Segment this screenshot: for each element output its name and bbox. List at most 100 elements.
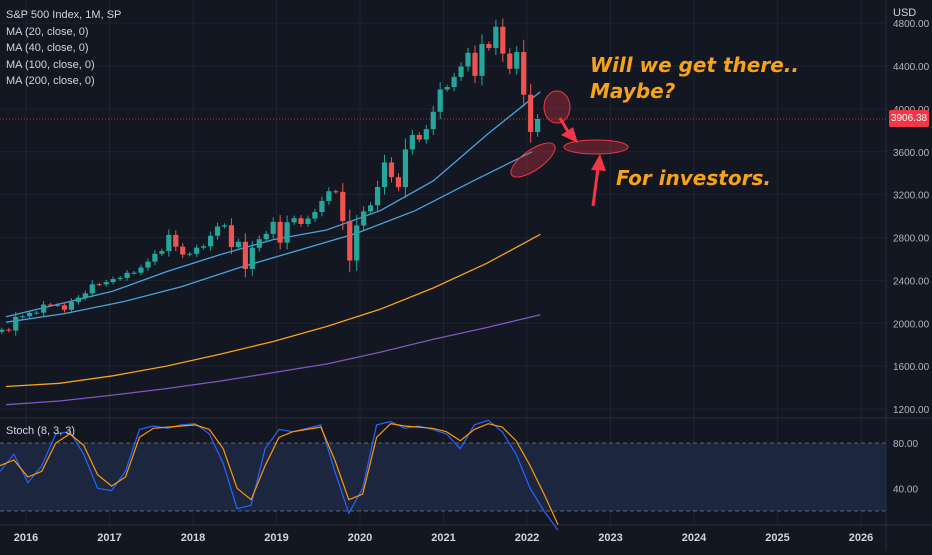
x-tick-label: 2023 [598,532,622,544]
candle-body [6,329,12,331]
candle-body [145,261,151,268]
candle-body [96,284,102,286]
stoch-k-line [0,419,559,531]
candle-body [430,111,436,130]
time-axis[interactable]: 2016 2017 2018 2019 2020 2021 2022 2023 2024 2025… [14,532,873,544]
moving-averages [5,91,541,406]
candle-body [242,241,248,269]
arrow-down-head [561,127,578,143]
candle-body [465,52,471,67]
candle-body [381,162,388,188]
x-tick-label: 2019 [264,532,288,544]
candle-body [221,225,228,227]
y-tick-label: 4800.00 [893,19,930,30]
annotation-investors: For investors. [616,166,771,190]
x-tick-label: 2025 [765,532,789,544]
candle-body [166,234,172,252]
candle-body [528,94,534,132]
candle-body [326,191,332,201]
stoch-legend: Stoch (8, 3, 3) [6,425,76,437]
y-tick-label: 2800.00 [893,234,930,245]
candle-body [194,247,200,254]
y-tick-label: 2400.00 [893,276,930,287]
candle-body [103,282,109,285]
stoch-d-line [0,423,559,525]
x-tick-label: 2026 [849,532,873,544]
candle-body [40,304,47,313]
candle-body [159,251,165,254]
candle-body [340,191,346,221]
candle-body [27,312,33,317]
candle-body [444,87,450,90]
candle-body [437,89,443,112]
grid-lines [0,0,886,525]
drawings[interactable] [506,90,629,207]
ellipse-ma-support[interactable] [506,137,560,183]
ma-line-3 [5,314,541,406]
ma-line-2 [5,233,541,388]
candle-body [187,253,193,255]
annotation-target-line1: Will we get there.. [590,53,799,77]
candle-body [47,304,54,306]
candle-body [277,221,283,243]
legend-title: S&P 500 Index, 1M, SP [6,9,122,21]
candle-body [131,272,137,274]
candle-body [152,253,158,262]
candle-body [82,293,88,298]
ma-line-1 [5,151,533,323]
candle-body [75,297,81,302]
candle-body [284,222,290,243]
legend-ma40: MA (40, close, 0) [6,42,89,54]
y-tick-label: 4400.00 [893,62,930,73]
legend-ma200: MA (200, close, 0) [6,75,95,87]
y-tick-label: 1600.00 [893,362,930,373]
candle-body [535,118,541,132]
chart-legend: S&P 500 Index, 1M, SP MA (20, close, 0) … [6,7,121,90]
candle-body [409,135,415,150]
stoch-tick-label: 80.00 [893,439,918,450]
candles [0,18,541,336]
candle-body [20,316,26,318]
ma-line-0 [5,91,541,318]
legend-ma20: MA (20, close, 0) [6,25,89,38]
candle-body [361,211,367,226]
candle-body [312,211,318,219]
candle-body [507,53,513,69]
ellipse-target-zone[interactable] [563,139,629,155]
candle-body [124,272,130,278]
legend-ma100: MA (100, close, 0) [6,58,95,71]
candle-body [416,135,422,140]
stoch-tick-label: 40.00 [893,484,918,495]
candle-body [117,277,123,280]
arrow-up-shaft [591,167,600,207]
x-tick-label: 2021 [431,532,455,544]
candle-body [68,301,75,310]
candle-body [249,247,255,269]
candle-body [458,66,464,77]
y-tick-label: 3200.00 [893,191,930,202]
stoch-axis[interactable]: 80.00 40.00 [893,439,918,495]
candle-body [388,162,395,178]
candle-body [228,225,235,248]
annotation-target-line2: Maybe? [590,79,676,103]
candle-body [256,239,262,248]
candle-body [61,305,68,310]
candle-body [472,52,478,76]
candle-body [500,26,506,54]
candle-body [479,44,485,76]
candle-body [354,225,360,261]
ellipse-current-candle[interactable] [543,90,571,124]
currency-label: USD [893,7,917,19]
candle-body [263,233,269,240]
candle-body [207,235,214,247]
stoch-band [0,443,886,511]
x-tick-label: 2016 [14,532,38,544]
y-tick-label: 2000.00 [893,319,930,330]
candle-body [138,267,144,273]
x-tick-label: 2022 [515,532,539,544]
candle-body [298,218,304,224]
candle-body [173,234,179,247]
candle-body [201,246,207,248]
